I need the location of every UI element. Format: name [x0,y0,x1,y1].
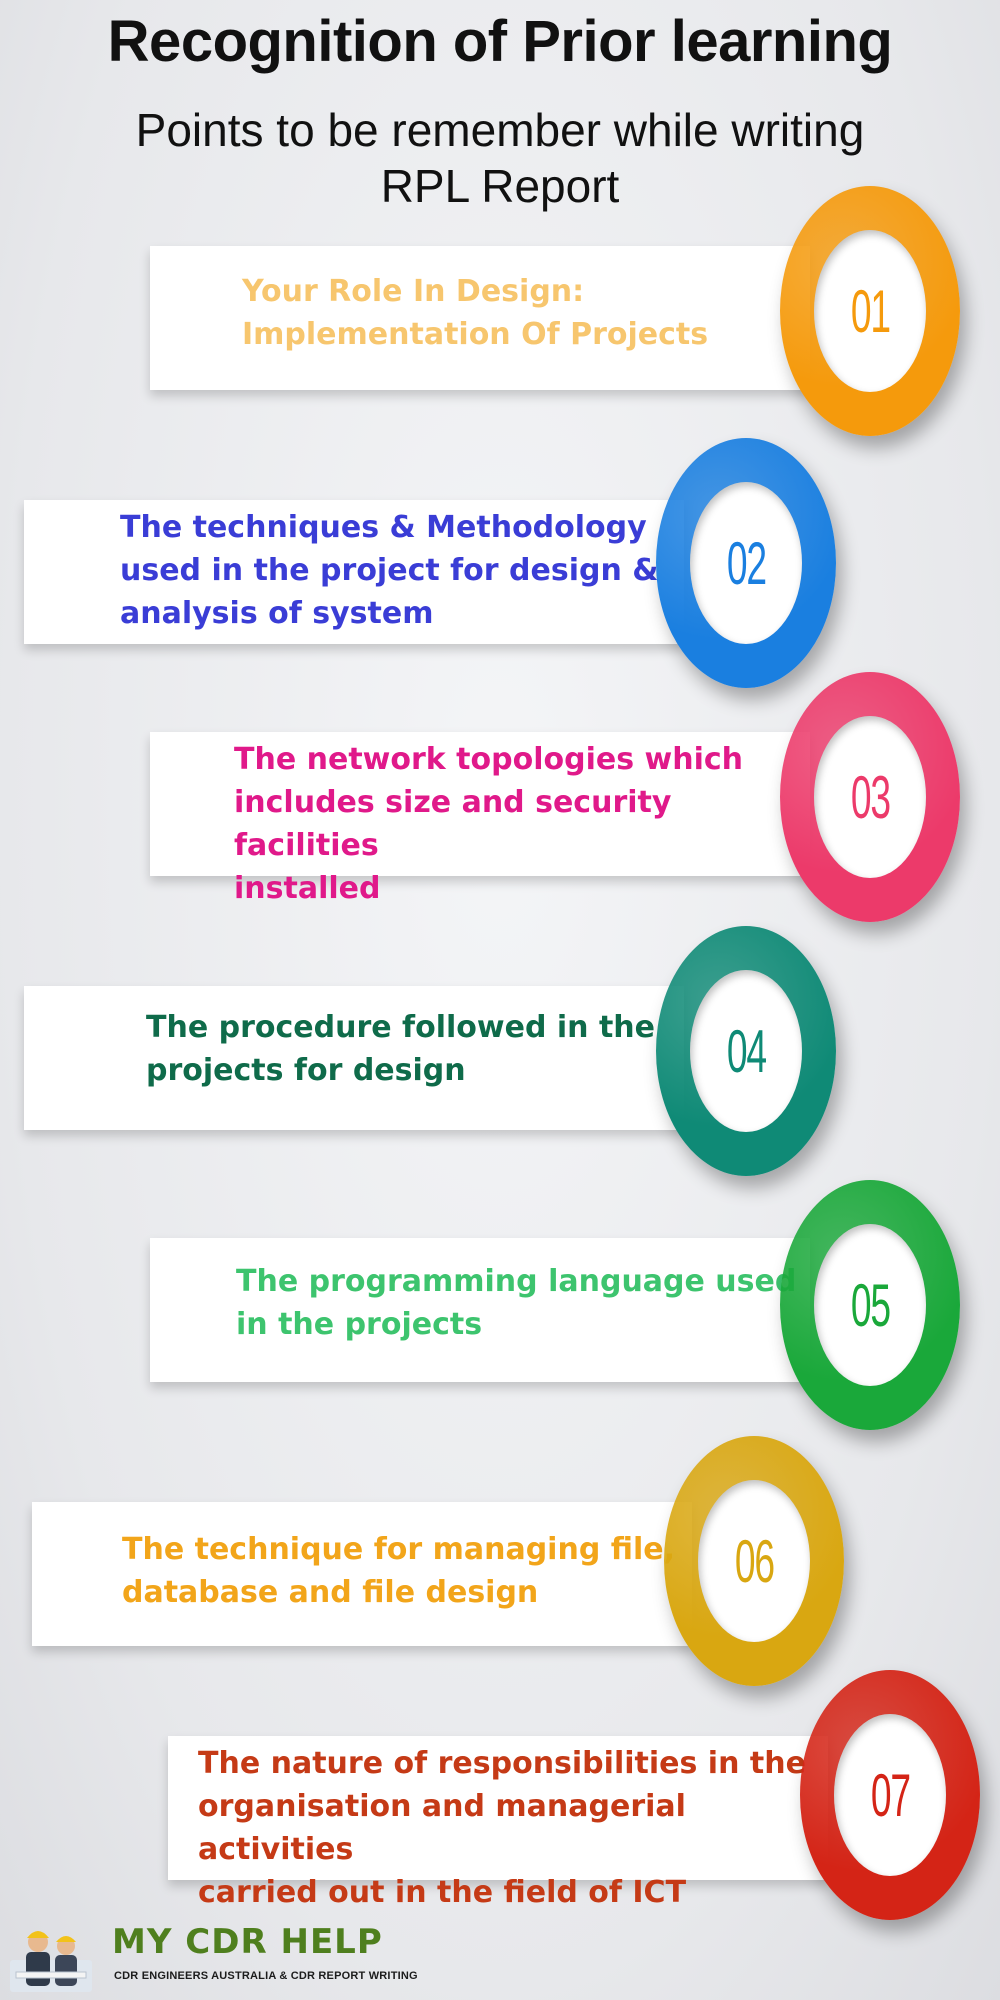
page-title: Recognition of Prior learning [107,9,893,74]
page-subtitle: Points to be remember while writing RPL … [135,104,865,212]
logo-tagline: CDR ENGINEERS AUSTRALIA & CDR REPORT WRI… [114,1970,418,1982]
point-card-05: The programming language used in the pro… [150,1238,810,1382]
point-card-04: The procedure followed in the projects f… [24,986,684,1130]
number-ring-03: 03 [780,672,960,922]
point-card-01: Your Role In Design: Implementation Of P… [150,246,810,390]
logo-name: MY CDR HELP [112,1922,383,1962]
point-text-06: The technique for managing file, databas… [122,1532,676,1610]
number-ring-inner-06: 06 [698,1480,810,1642]
number-ring-inner-02: 02 [690,482,802,644]
point-number-01: 01 [850,277,891,345]
point-text-04: The procedure followed in the projects f… [146,1010,655,1088]
number-ring-01: 01 [780,186,960,436]
number-ring-inner-05: 05 [814,1224,926,1386]
point-card-06: The technique for managing file, databas… [32,1502,692,1646]
number-ring-07: 07 [800,1670,980,1920]
point-number-03: 03 [850,763,891,831]
brand-logo: MY CDR HELP CDR ENGINEERS AUSTRALIA & CD… [6,1918,546,1994]
number-ring-04: 04 [656,926,836,1176]
number-ring-06: 06 [664,1436,844,1686]
number-ring-inner-04: 04 [690,970,802,1132]
point-number-06: 06 [734,1527,775,1595]
point-text-03: The network topologies which includes si… [234,742,744,906]
point-text-01: Your Role In Design: Implementation Of P… [242,274,709,352]
point-number-02: 02 [726,529,767,597]
point-text-07: The nature of responsibilities in the or… [198,1746,806,1910]
number-ring-inner-01: 01 [814,230,926,392]
point-card-07: The nature of responsibilities in the or… [168,1736,828,1910]
point-text-02: The techniques & Methodology used in the… [120,510,659,631]
point-number-07: 07 [870,1761,911,1829]
number-ring-inner-03: 03 [814,716,926,878]
point-card-03: The network topologies which includes si… [150,732,810,906]
point-card-02: The techniques & Methodology used in the… [24,500,684,644]
point-number-04: 04 [726,1017,767,1085]
number-ring-02: 02 [656,438,836,688]
point-text-05: The programming language used in the pro… [236,1264,797,1342]
number-ring-05: 05 [780,1180,960,1430]
engineers-icon [10,1931,92,1992]
point-number-05: 05 [850,1271,891,1339]
number-ring-inner-07: 07 [834,1714,946,1876]
